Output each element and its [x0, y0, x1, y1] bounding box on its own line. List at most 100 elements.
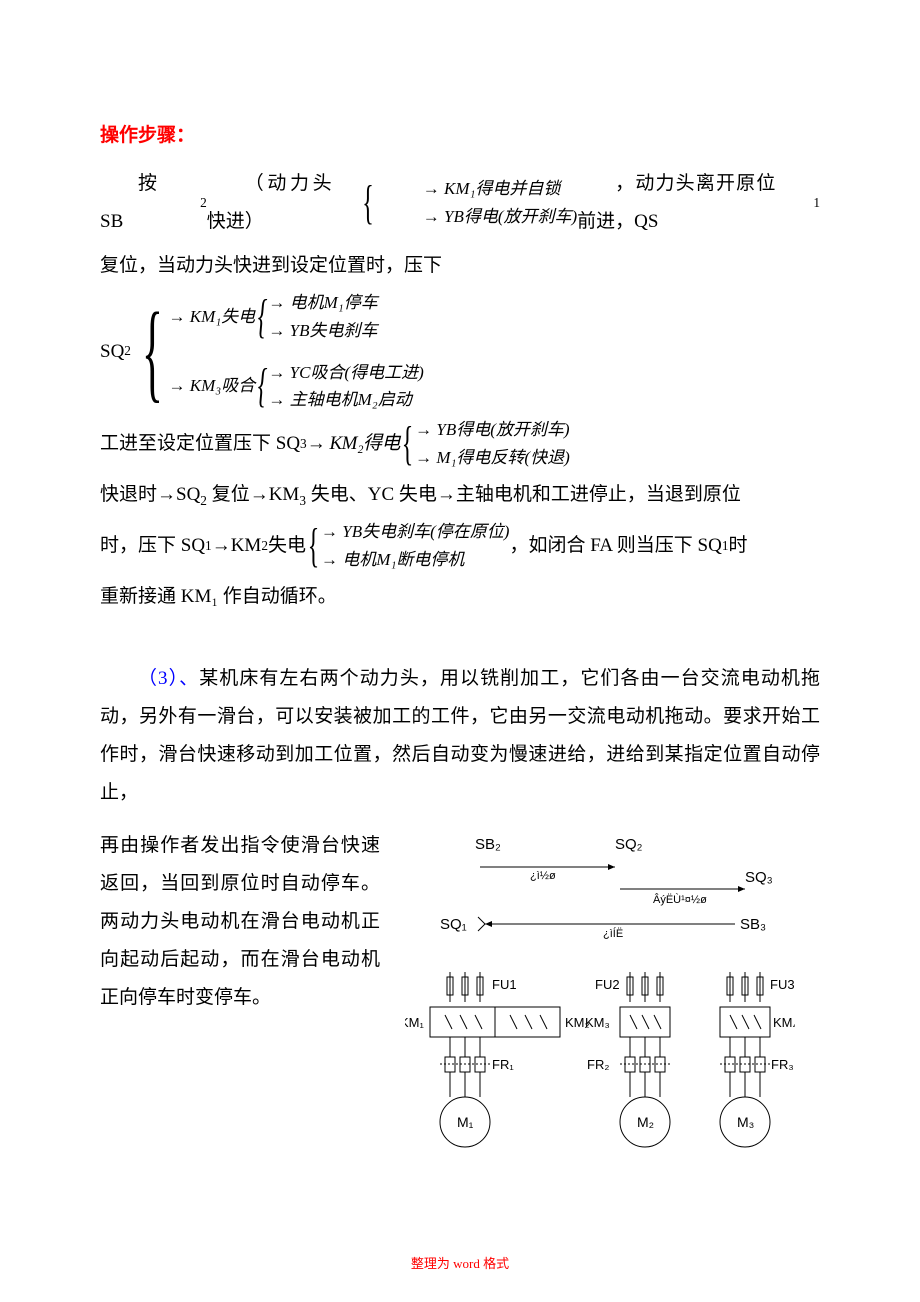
- text: （动力头快进）: [207, 165, 332, 241]
- label-slow: ÂýËÙ¹¤½ø: [653, 893, 707, 906]
- sq2-block: SQ2 { → KM₁失电 { → 电机M₁停车 → YB失电刹车 → KM₃吸…: [100, 291, 820, 412]
- label-sb3: SB₃: [740, 916, 766, 933]
- brace-row: → KM₃吸合 { → YC吸合(得电工进) → 主轴电机M₂启动: [169, 361, 424, 413]
- text: 快退时→SQ: [100, 484, 200, 505]
- subscript: 3: [300, 431, 307, 458]
- circuit-diagram: FU1 KM₁ KM₂ FR₁: [405, 967, 795, 1167]
- subscript: 1: [205, 533, 212, 560]
- label-m2: M₂: [637, 1114, 654, 1130]
- fuse-group: [727, 972, 763, 1002]
- two-column-layout: 再由操作者发出指令使滑台快速返回，当回到原位时自动停车。两动力头电动机在滑台电动…: [100, 827, 820, 1167]
- line-1: 按 SB2 （动力头快进） { → KM₁得电并自锁 → YB得电(放开刹车) …: [100, 165, 820, 241]
- text: ，动力头离开原位前进，QS: [577, 165, 775, 241]
- km-contacts: [730, 1015, 761, 1029]
- arrow-head-line: [478, 924, 485, 931]
- brace-group-2: { → KM₁失电 { → 电机M₁停车 → YB失电刹车 → KM₃吸合: [136, 291, 424, 412]
- subscript: 2: [261, 533, 268, 560]
- km-contacts: [630, 1015, 661, 1029]
- label-km3: KM₃: [585, 1015, 610, 1030]
- subscript: 2: [200, 493, 207, 508]
- brace-item: → KM₁得电并自锁: [385, 177, 577, 201]
- brace-item: → YB失电刹车(停在原位): [321, 520, 509, 544]
- brace-icon: {: [402, 420, 414, 468]
- brace-icon: {: [142, 302, 163, 401]
- label-return: ¿ìÍË: [603, 927, 623, 940]
- brace-group-1: { → KM₁得电并自锁 → YB得电(放开刹车): [332, 177, 577, 229]
- line-6: 重新接通 KM₁ 作自动循环。: [100, 578, 820, 616]
- text: 某机床有左右两个动力头，用以铣削加工，它们各由一台交流电动机拖动，另外有一滑台，…: [100, 668, 820, 803]
- subscript: 2: [162, 190, 207, 217]
- fuse-group: [627, 972, 663, 1002]
- label-fr2: FR₂: [587, 1057, 609, 1072]
- km-contacts: [445, 1015, 547, 1029]
- subscript: 3: [299, 493, 306, 508]
- text: 失电: [268, 527, 306, 565]
- text: 再由操作者发出指令使滑台快速返回，当回到原位时自动停车。两动力头电动机在滑台电动…: [100, 827, 380, 1017]
- text: ，如闭合 FA 则当压下 SQ: [509, 527, 721, 565]
- subscript: 1: [775, 190, 820, 217]
- brace-group-4: { → YB失电刹车(停在原位) → 电机M₁断电停机: [306, 520, 509, 572]
- label-km1: KM₁: [405, 1015, 425, 1030]
- text: 复位→KM: [207, 484, 299, 505]
- label-sq2: SQ₂: [615, 836, 643, 853]
- brace-item: → 电机M₁断电停机: [321, 548, 509, 572]
- text: SQ: [100, 333, 124, 371]
- text: 时: [729, 527, 748, 565]
- label-fast: ¿ì½ø: [530, 870, 556, 882]
- brace-icon: {: [343, 179, 374, 227]
- brace-item: → 主轴电机M₂启动: [268, 388, 423, 412]
- brace-icon: {: [308, 522, 320, 570]
- left-column: 再由操作者发出指令使滑台快速返回，当回到原位时自动停车。两动力头电动机在滑台电动…: [100, 827, 380, 1167]
- fr-block: [620, 1057, 670, 1072]
- fr-block: [720, 1057, 770, 1072]
- label-sq1: SQ₁: [440, 916, 467, 933]
- motor-2-block: FU2 KM₃ FR₂ M₂: [585, 972, 670, 1147]
- label-m1: M₁: [457, 1114, 474, 1130]
- section-title: 操作步骤：: [100, 120, 820, 147]
- text: →KM: [212, 527, 262, 565]
- label-fu3: FU3: [770, 977, 795, 992]
- brace-item: → 电机M₁停车: [268, 291, 377, 315]
- brace-row: → KM₁失电 { → 电机M₁停车 → YB失电刹车: [169, 291, 424, 343]
- line-4: 快退时→SQ2 复位→KM3 失电、YC 失电→主轴电机和工进停止，当退到原位: [100, 476, 820, 514]
- brace-icon: {: [258, 362, 268, 410]
- line-2: 复位，当动力头快进到设定位置时，压下: [100, 247, 820, 285]
- line-5: 时，压下 SQ1→KM2 失电 { → YB失电刹车(停在原位) → 电机M₁断…: [100, 520, 820, 572]
- label-sb2: SB₂: [475, 836, 501, 853]
- timing-diagram: SB₂ SQ₂ ¿ì½ø SQ₃ ÂýËÙ¹¤½ø SQ₁ SB₃ ¿ìÍË: [405, 827, 795, 957]
- brace-item: → M₁得电反转(快退): [415, 446, 570, 470]
- text: → KM₁失电: [169, 305, 256, 329]
- subscript: 1: [722, 533, 729, 560]
- right-column: SB₂ SQ₂ ¿ì½ø SQ₃ ÂýËÙ¹¤½ø SQ₁ SB₃ ¿ìÍË: [405, 827, 820, 1167]
- brace-item: → YC吸合(得电工进): [268, 361, 423, 385]
- text: → KM₃吸合: [169, 374, 256, 398]
- brace-icon: {: [258, 293, 268, 341]
- text: 按 SB: [100, 165, 162, 241]
- fr-block: [440, 1057, 490, 1072]
- section-3-para: （3）、某机床有左右两个动力头，用以铣削加工，它们各由一台交流电动机拖动，另外有…: [100, 660, 820, 812]
- label-fu2: FU2: [595, 977, 620, 992]
- subscript: 2: [124, 338, 131, 365]
- label-sq3: SQ₃: [745, 869, 773, 886]
- text: → KM₂得电: [307, 425, 400, 463]
- brace-item: → YB失电刹车: [268, 319, 377, 343]
- label-fr3: FR₃: [771, 1057, 794, 1072]
- text: 工进至设定位置压下 SQ: [100, 425, 300, 463]
- label-fu1: FU1: [492, 977, 517, 992]
- motor-3-block: FU3 KM₄ FR₃ M₃: [720, 972, 795, 1147]
- page-footer: 整理为 word 格式: [411, 1253, 509, 1272]
- body-content: 按 SB2 （动力头快进） { → KM₁得电并自锁 → YB得电(放开刹车) …: [100, 165, 820, 1167]
- text: 时，压下 SQ: [100, 527, 205, 565]
- label-fr1: FR₁: [492, 1057, 514, 1072]
- label-km4: KM₄: [773, 1015, 795, 1030]
- section-3-label: （3）、: [138, 668, 199, 689]
- line-3: 工进至设定位置压下 SQ3 → KM₂得电 { → YB得电(放开刹车) → M…: [100, 418, 820, 470]
- motor-1-block: FU1 KM₁ KM₂ FR₁: [405, 972, 590, 1147]
- brace-item: → YB得电(放开刹车): [385, 205, 577, 229]
- fuse-group: [447, 972, 483, 1002]
- label-m3: M₃: [737, 1114, 754, 1130]
- brace-group-3: { → YB得电(放开刹车) → M₁得电反转(快退): [400, 418, 570, 470]
- text: 失电、YC 失电→主轴电机和工进停止，当退到原位: [306, 484, 741, 505]
- arrow-head-line: [478, 917, 485, 924]
- brace-item: → YB得电(放开刹车): [415, 418, 570, 442]
